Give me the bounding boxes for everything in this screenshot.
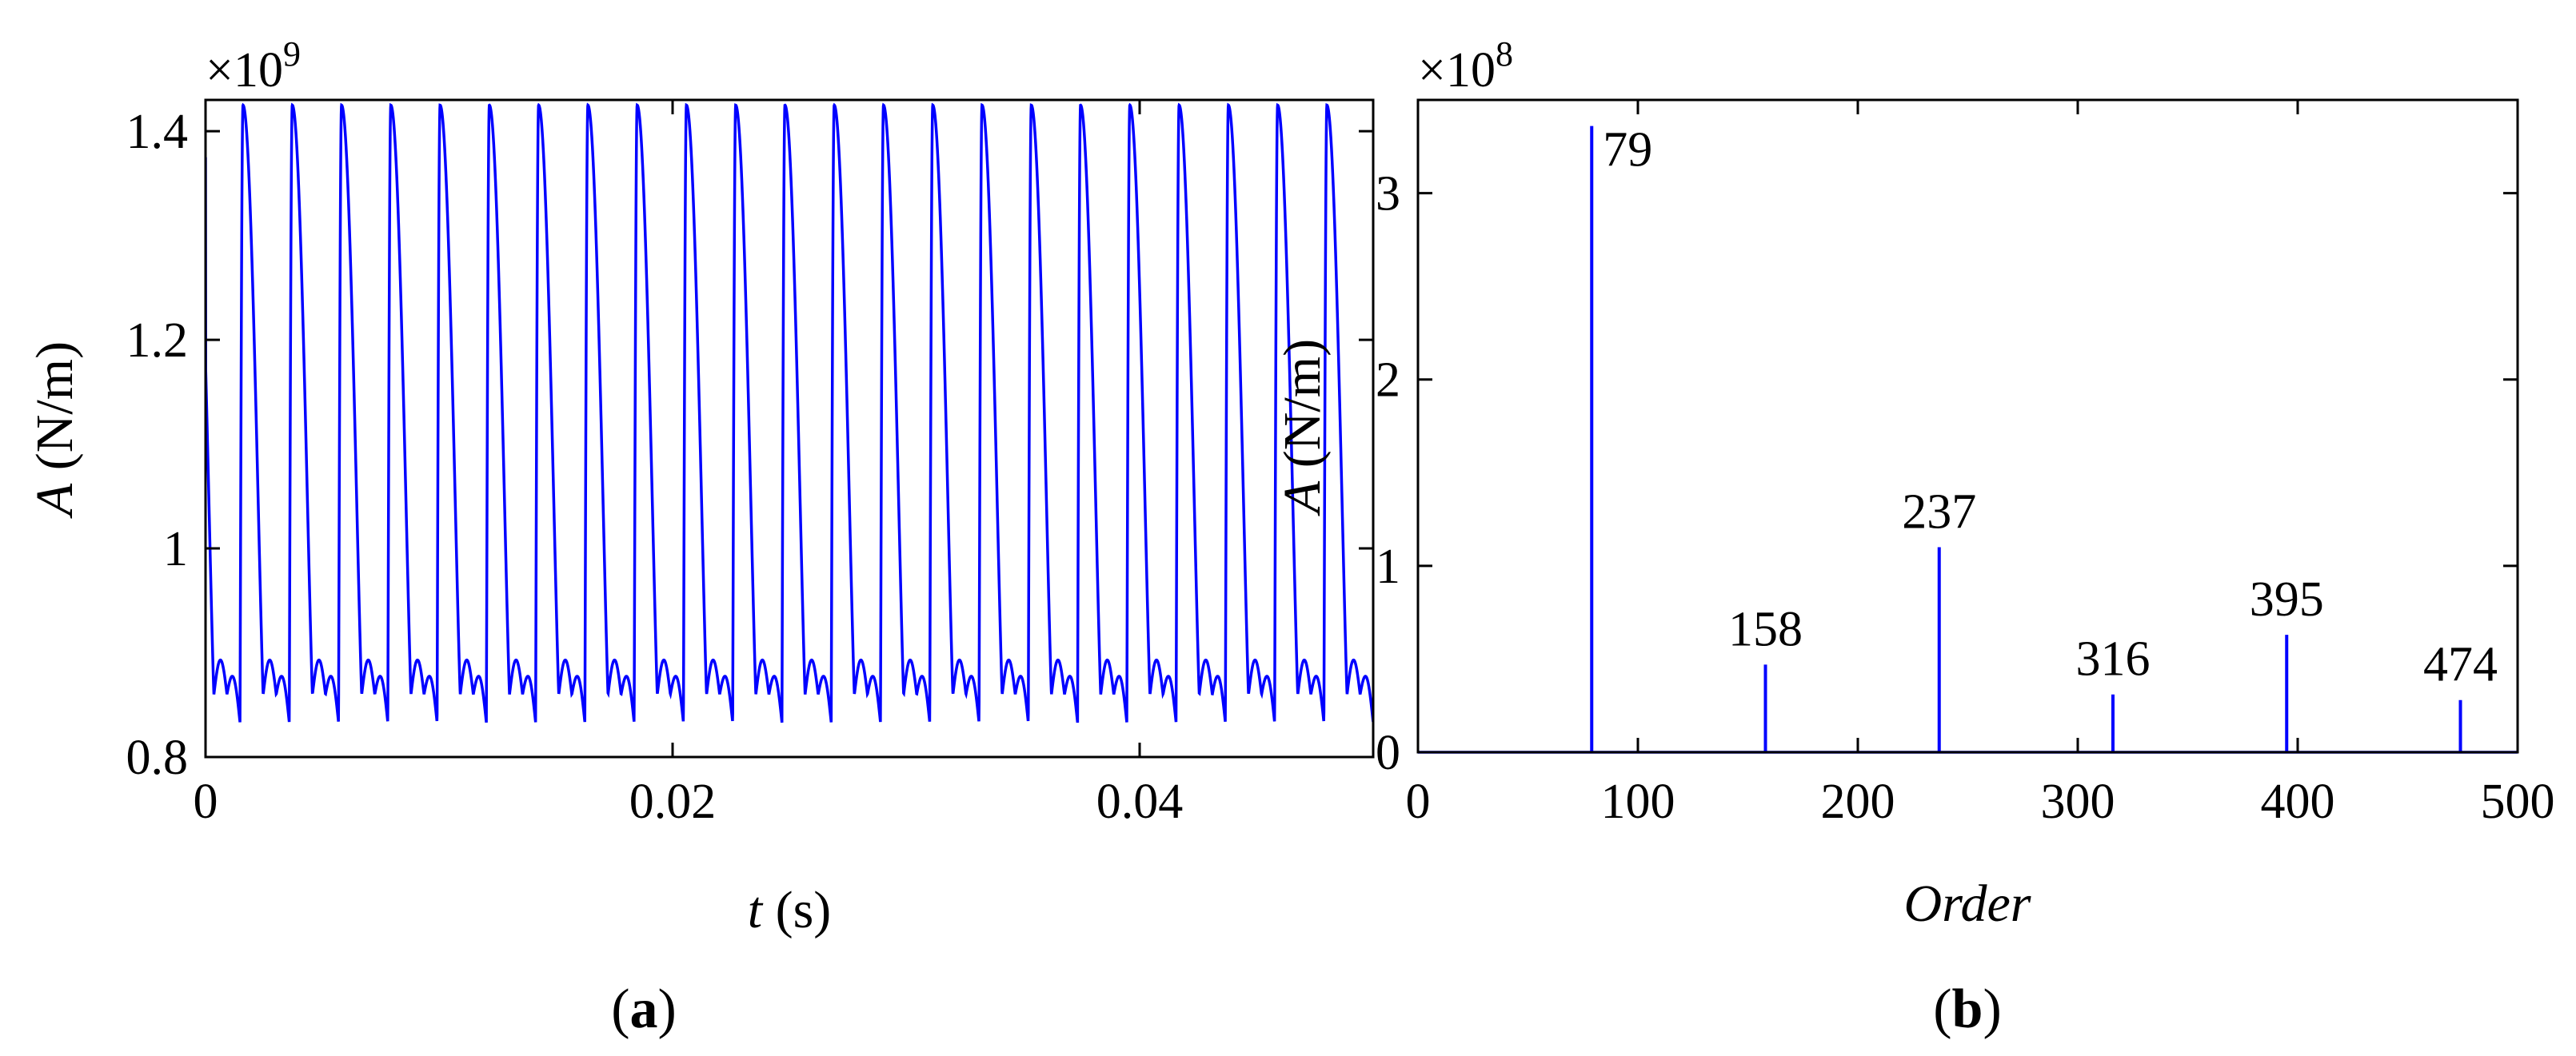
panel-a-x-tick-label: 0.04 — [1096, 775, 1184, 829]
spectrum-peak-label: 158 — [1728, 602, 1803, 656]
panel-b-x-tick-label: 300 — [2041, 775, 2115, 829]
panel-b-plot-area — [1416, 98, 2519, 754]
panel-b-y-tick-label: 0 — [1376, 726, 1400, 780]
panel-b-y-ticks: 0 1 2 3 — [1376, 167, 2518, 780]
spectrum-peak-label: 237 — [1902, 485, 1976, 540]
panel-b-x-tick-label: 400 — [2261, 775, 2335, 829]
panel-a-axes-box — [204, 98, 1375, 759]
panel-b-x-axis-label: Order — [1904, 875, 2031, 933]
panel-a-y-exponent: ×109 — [206, 34, 301, 98]
panel-b-peak-labels: 79 158 237 316 395 474 — [1603, 123, 2498, 692]
spectrum-peak-label: 316 — [2076, 632, 2151, 687]
panel-b-x-ticks: 0 100 200 300 400 500 — [1406, 100, 2555, 829]
panel-b-y-tick-label: 1 — [1376, 540, 1400, 594]
panel-a-y-tick-label: 1.2 — [126, 313, 189, 368]
panel-a-time-signal: 0 0.02 0.04 0.811.21.4 ×109 A (N/m) t (s) … — [26, 34, 1375, 1040]
spectrum-peak-label: 474 — [2423, 638, 2498, 692]
spectrum-peak-label: 395 — [2250, 572, 2324, 627]
panel-a-x-ticks: 0 0.02 0.04 — [194, 100, 1184, 829]
stiffness-time-series-line — [206, 102, 1373, 723]
panel-a-y-ticks: 0.8 1 1.2 1.4 — [126, 105, 1373, 785]
panel-a-y-tick-label: 1.4 — [126, 105, 189, 159]
panel-a-x-tick-label: 0 — [194, 775, 218, 829]
panel-b-x-tick-label: 100 — [1601, 775, 1675, 829]
panel-a-x-axis-label: t (s) — [748, 881, 832, 939]
panel-a-y-axis-label: A (N/m) — [26, 341, 84, 519]
spectrum-peaks — [1590, 126, 2462, 752]
panel-a-y-tick-label: 0.8 — [126, 731, 189, 785]
panel-b-y-exponent: ×108 — [1418, 34, 1513, 98]
panel-b-y-axis-label: A (N/m) — [1273, 339, 1332, 516]
panel-a-x-tick-label: 0.02 — [629, 775, 717, 829]
panel-a-label: (a) — [611, 978, 677, 1040]
panel-a-y-tick-label: 1 — [163, 522, 188, 576]
panel-b-y-tick-label: 2 — [1376, 353, 1400, 408]
panel-b-x-tick-label: 0 — [1406, 775, 1431, 829]
panel-a-plot-area — [204, 98, 1375, 759]
panel-b-y-tick-label: 3 — [1376, 167, 1400, 221]
panel-b-x-tick-label: 200 — [1821, 775, 1895, 829]
spectrum-peak-label: 79 — [1603, 123, 1652, 177]
panel-b-label: (b) — [1933, 978, 2002, 1040]
panel-b-x-tick-label: 500 — [2481, 775, 2555, 829]
panel-b-axes-box — [1416, 98, 2519, 754]
